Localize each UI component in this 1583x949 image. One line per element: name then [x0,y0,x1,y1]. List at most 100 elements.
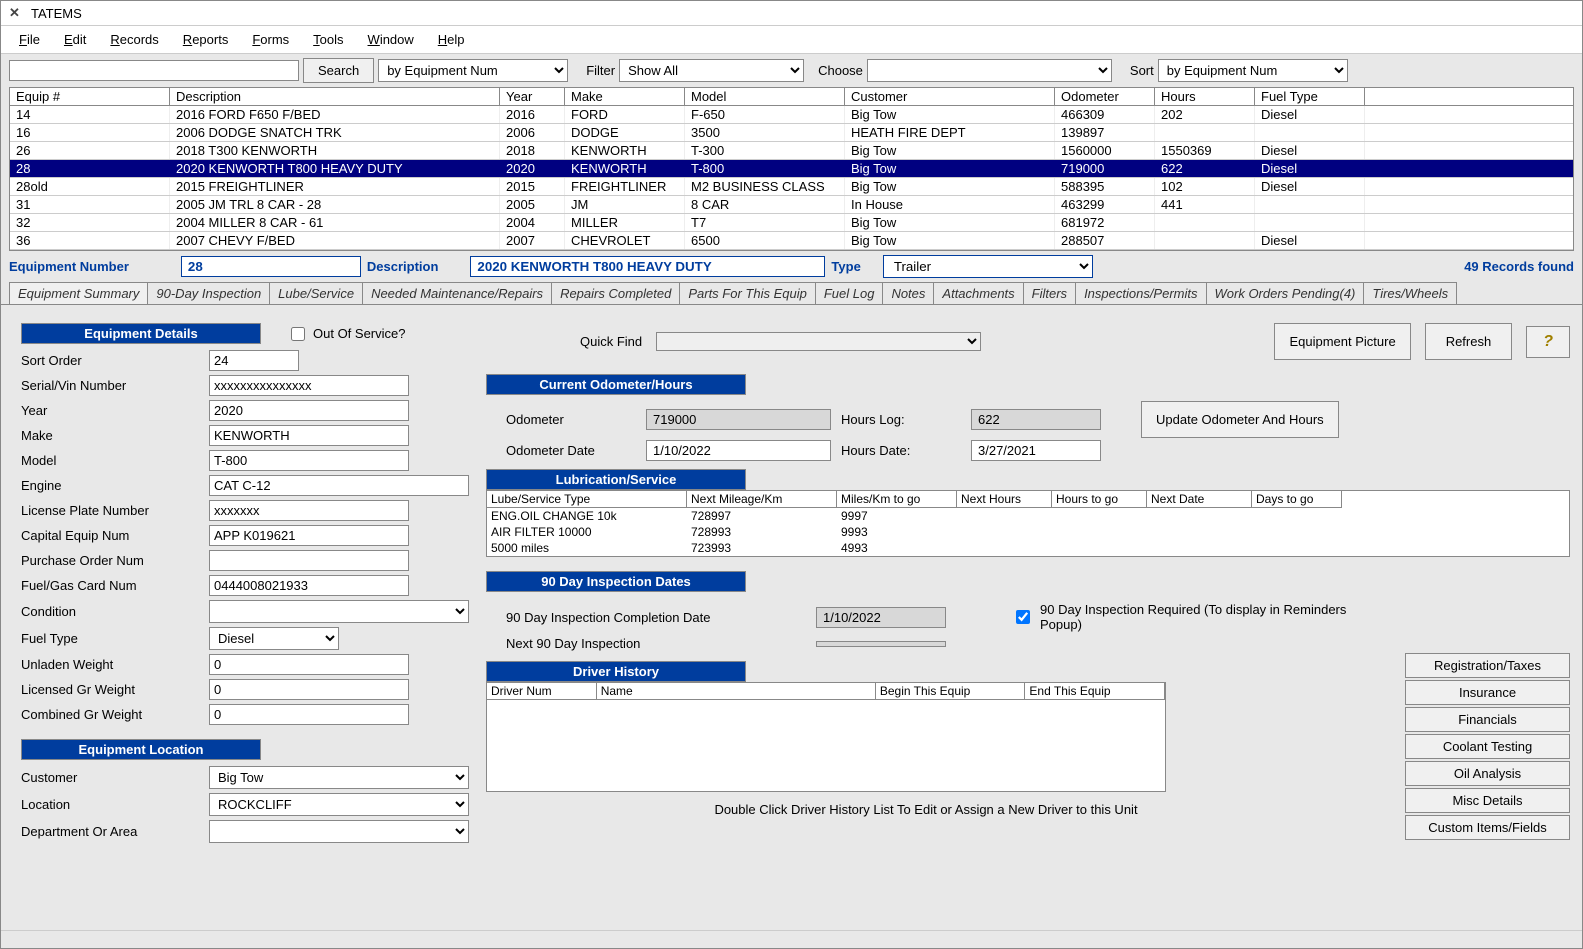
condition-select[interactable] [209,600,469,623]
refresh-button[interactable]: Refresh [1425,323,1513,360]
grid-row[interactable]: 28old2015 FREIGHTLINER2015FREIGHTLINERM2… [10,178,1573,196]
side-btn-insurance[interactable]: Insurance [1405,680,1570,705]
tab-attachments[interactable]: Attachments [934,282,1023,304]
search-button[interactable]: Search [303,58,374,83]
grid-row[interactable]: 322004 MILLER 8 CAR - 612004MILLERT7Big … [10,214,1573,232]
grid-header-cell[interactable]: Equip # [10,88,170,105]
driver-table[interactable]: Driver NumNameBegin This EquipEnd This E… [486,682,1166,792]
tab-fuel-log[interactable]: Fuel Log [816,282,884,304]
choose-select[interactable] [867,59,1112,82]
menu-forms[interactable]: Forms [242,28,299,51]
model-input[interactable] [209,450,409,471]
tab-inspections-permits[interactable]: Inspections/Permits [1076,282,1206,304]
grid-header-cell[interactable]: Description [170,88,500,105]
inspection-next-value [816,641,946,647]
combwt-input[interactable] [209,704,409,725]
tab-equipment-summary[interactable]: Equipment Summary [9,282,148,304]
side-btn-oil-analysis[interactable]: Oil Analysis [1405,761,1570,786]
update-odometer-button[interactable]: Update Odometer And Hours [1141,401,1339,438]
grid-header-cell[interactable]: Fuel Type [1255,88,1365,105]
tab-needed-maintenance-repairs[interactable]: Needed Maintenance/Repairs [363,282,552,304]
vin-input[interactable] [209,375,409,396]
grid-row[interactable]: 262018 T300 KENWORTH2018KENWORTHT-300Big… [10,142,1573,160]
lube-header-cell: Days to go [1252,491,1342,508]
tab-90-day-inspection[interactable]: 90-Day Inspection [148,282,270,304]
lube-table[interactable]: Lube/Service TypeNext Mileage/KmMiles/Km… [486,490,1570,557]
equipment-picture-button[interactable]: Equipment Picture [1274,323,1410,360]
grid-row[interactable]: 312005 JM TRL 8 CAR - 282005JM8 CARIn Ho… [10,196,1573,214]
records-found: 49 Records found [1464,259,1574,274]
side-btn-financials[interactable]: Financials [1405,707,1570,732]
tab-tires-wheels[interactable]: Tires/Wheels [1364,282,1457,304]
engine-input[interactable] [209,475,469,496]
menu-help[interactable]: Help [428,28,475,51]
lube-header-cell: Miles/Km to go [837,491,957,508]
tab-parts-for-this-equip[interactable]: Parts For This Equip [680,282,816,304]
grid-header-cell[interactable]: Year [500,88,565,105]
capnum-input[interactable] [209,525,409,546]
fuelcard-input[interactable] [209,575,409,596]
side-btn-misc-details[interactable]: Misc Details [1405,788,1570,813]
lube-row[interactable]: ENG.OIL CHANGE 10k7289979997 [487,508,1569,524]
licwt-input[interactable] [209,679,409,700]
menu-reports[interactable]: Reports [173,28,239,51]
type-select[interactable]: Trailer [883,255,1093,278]
tab-lube-service[interactable]: Lube/Service [270,282,363,304]
grid-row[interactable]: 162006 DODGE SNATCH TRK2006DODGE3500HEAT… [10,124,1573,142]
make-input[interactable] [209,425,409,446]
title-bar: ✕ TATEMS [1,1,1582,26]
sort-select[interactable]: by Equipment Num [1158,59,1348,82]
lube-header-cell: Next Date [1147,491,1252,508]
grid-row[interactable]: 142016 FORD F650 F/BED2016FORDF-650Big T… [10,106,1573,124]
capnum-label: Capital Equip Num [21,528,201,543]
out-of-service-checkbox[interactable] [291,327,305,341]
ponum-input[interactable] [209,550,409,571]
odometer-header: Current Odometer/Hours [486,374,746,395]
combwt-label: Combined Gr Weight [21,707,201,722]
side-btn-registration-taxes[interactable]: Registration/Taxes [1405,653,1570,678]
search-input[interactable] [9,60,299,81]
lube-row[interactable]: AIR FILTER 100007289939993 [487,524,1569,540]
side-btn-custom-items-fields[interactable]: Custom Items/Fields [1405,815,1570,840]
location-select[interactable]: ROCKCLIFF [209,793,469,816]
grid-header-cell[interactable]: Make [565,88,685,105]
window-title: TATEMS [31,6,82,21]
menu-file[interactable]: File [9,28,50,51]
menu-records[interactable]: Records [100,28,168,51]
customer-select[interactable]: Big Tow [209,766,469,789]
sort-order-input[interactable] [209,350,299,371]
year-input[interactable] [209,400,409,421]
inspection-comp-value: 1/10/2022 [816,607,946,628]
desc-field[interactable] [470,256,825,277]
lube-row[interactable]: 5000 miles7239934993 [487,540,1569,556]
menu-edit[interactable]: Edit [54,28,96,51]
hours-date-label: Hours Date: [841,443,931,458]
grid-header-cell[interactable]: Customer [845,88,1055,105]
search-by-select[interactable]: by Equipment Num [378,59,568,82]
tab-work-orders-pending-4-[interactable]: Work Orders Pending(4) [1207,282,1365,304]
fueltype-select[interactable]: Diesel [209,627,339,650]
hours-date-value[interactable]: 3/27/2021 [971,440,1101,461]
tab-notes[interactable]: Notes [883,282,934,304]
menu-tools[interactable]: Tools [303,28,353,51]
tab-repairs-completed[interactable]: Repairs Completed [552,282,680,304]
dept-select[interactable] [209,820,469,843]
grid-row[interactable]: 362007 CHEVY F/BED2007CHEVROLET6500Big T… [10,232,1573,250]
side-btn-coolant-testing[interactable]: Coolant Testing [1405,734,1570,759]
inspection-required-checkbox[interactable] [1016,610,1030,624]
help-button[interactable]: ? [1526,326,1570,358]
menu-window[interactable]: Window [358,28,424,51]
odometer-date-value[interactable]: 1/10/2022 [646,440,831,461]
grid-header-cell[interactable]: Model [685,88,845,105]
equipment-grid[interactable]: Equip #DescriptionYearMakeModelCustomerO… [9,87,1574,251]
equip-num-field[interactable] [181,256,361,277]
grid-header-cell[interactable]: Hours [1155,88,1255,105]
grid-header-cell[interactable]: Odometer [1055,88,1155,105]
filter-label: Filter [586,63,615,78]
plate-input[interactable] [209,500,409,521]
filter-select[interactable]: Show All [619,59,804,82]
grid-row[interactable]: 282020 KENWORTH T800 HEAVY DUTY2020KENWO… [10,160,1573,178]
tab-filters[interactable]: Filters [1024,282,1076,304]
unladen-input[interactable] [209,654,409,675]
quick-find-select[interactable] [656,332,981,351]
